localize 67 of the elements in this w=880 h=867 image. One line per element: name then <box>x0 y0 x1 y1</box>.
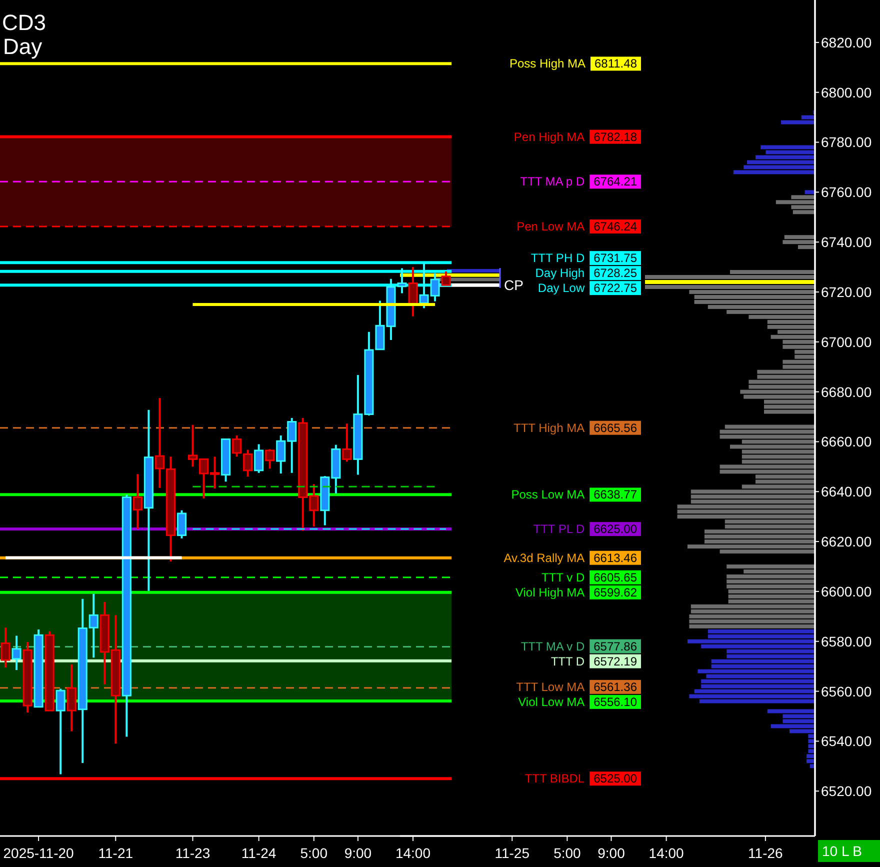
x-tick-label: 11-24 <box>241 845 276 861</box>
y-tick-label: 6820.00 <box>821 34 872 50</box>
candlestick <box>254 443 264 474</box>
annotation: 6746.24 <box>594 219 638 234</box>
candlestick <box>232 434 242 458</box>
annotation: CP <box>504 277 524 294</box>
ref-line-label: Av.3d Rally MA <box>504 550 585 565</box>
x-tick-label: 5:00 <box>300 845 328 861</box>
y-tick-label: 6560.00 <box>821 683 872 700</box>
ref-line-label: Pen Low MA <box>516 219 585 234</box>
candlestick <box>132 473 142 530</box>
y-tick-label: 6700.00 <box>821 334 872 350</box>
bar <box>804 190 815 194</box>
x-tick-label: 2025-11-20 <box>3 845 74 861</box>
chart-title: CD3 <box>2 10 46 34</box>
candlestick <box>66 663 76 732</box>
x-tick-label: 11-26 <box>748 845 784 861</box>
text: Day <box>3 34 42 58</box>
ref-line-label: TTT PL D <box>533 522 585 536</box>
ref-line-label: Day Low <box>538 281 585 296</box>
candlestick <box>176 509 186 540</box>
x-tick-label: 11-21 <box>98 845 134 861</box>
ref-line-label: TTT PH D <box>530 251 585 266</box>
y-tick-label: 6540.00 <box>821 733 872 750</box>
x-tick-label: 5:00 <box>554 845 582 861</box>
candlestick <box>265 448 275 470</box>
ref-line-label: Viol High MA <box>515 585 585 600</box>
y-tick-label: 6600.00 <box>821 583 872 600</box>
y-tick-label: 6800.00 <box>821 84 872 100</box>
y-tick-label: 6520.00 <box>821 783 872 800</box>
y-tick-label: 6680.00 <box>821 384 872 400</box>
candlestick <box>56 688 66 776</box>
y-tick-label: 6720.00 <box>821 284 872 300</box>
candlestick <box>408 266 418 318</box>
y-tick-label: 6760.00 <box>821 184 872 200</box>
ref-line-label: TTT High MA <box>514 420 585 435</box>
ref-line-label: Poss Low MA <box>511 488 585 502</box>
y-tick-label: 6780.00 <box>821 134 872 150</box>
candlestick <box>342 422 352 463</box>
ref-line-label: Day High <box>535 266 585 280</box>
ref-line-label: TTT MA p D <box>520 174 585 189</box>
x-tick-label: 11-25 <box>494 845 530 861</box>
x-tick-label: 14:00 <box>648 845 684 861</box>
x-tick-label: 9:00 <box>344 845 372 861</box>
y-tick-label: 6640.00 <box>821 484 872 500</box>
candlestick <box>441 270 451 286</box>
y-tick-label: 6740.00 <box>821 234 872 250</box>
candlestick <box>12 634 22 672</box>
ref-line-label: Poss High MA <box>509 56 586 71</box>
text: 10 L B <box>822 843 862 859</box>
x-tick-label: 11-23 <box>175 845 210 861</box>
candlestick <box>243 448 253 478</box>
y-tick-label: 6580.00 <box>821 633 872 650</box>
ref-line-label: TTT D <box>550 654 585 668</box>
bar <box>447 269 500 273</box>
y-tick-label: 6660.00 <box>821 434 872 450</box>
y-tick-label: 6620.00 <box>821 534 872 550</box>
bar <box>645 280 815 284</box>
ref-line-label: TTT BIBDL <box>524 772 585 786</box>
x-tick-label: 14:00 <box>395 845 431 861</box>
ref-line-label: TTT MA v D <box>520 639 585 654</box>
ref-line-label: TTT v D <box>542 570 585 584</box>
candlestick <box>0 626 10 669</box>
ref-line-label: Viol Low MA <box>518 694 585 709</box>
ref-line-label: TTT Low MA <box>516 680 585 694</box>
ref-line-label: Pen High MA <box>514 130 585 144</box>
x-tick-label: 9:00 <box>598 845 626 861</box>
